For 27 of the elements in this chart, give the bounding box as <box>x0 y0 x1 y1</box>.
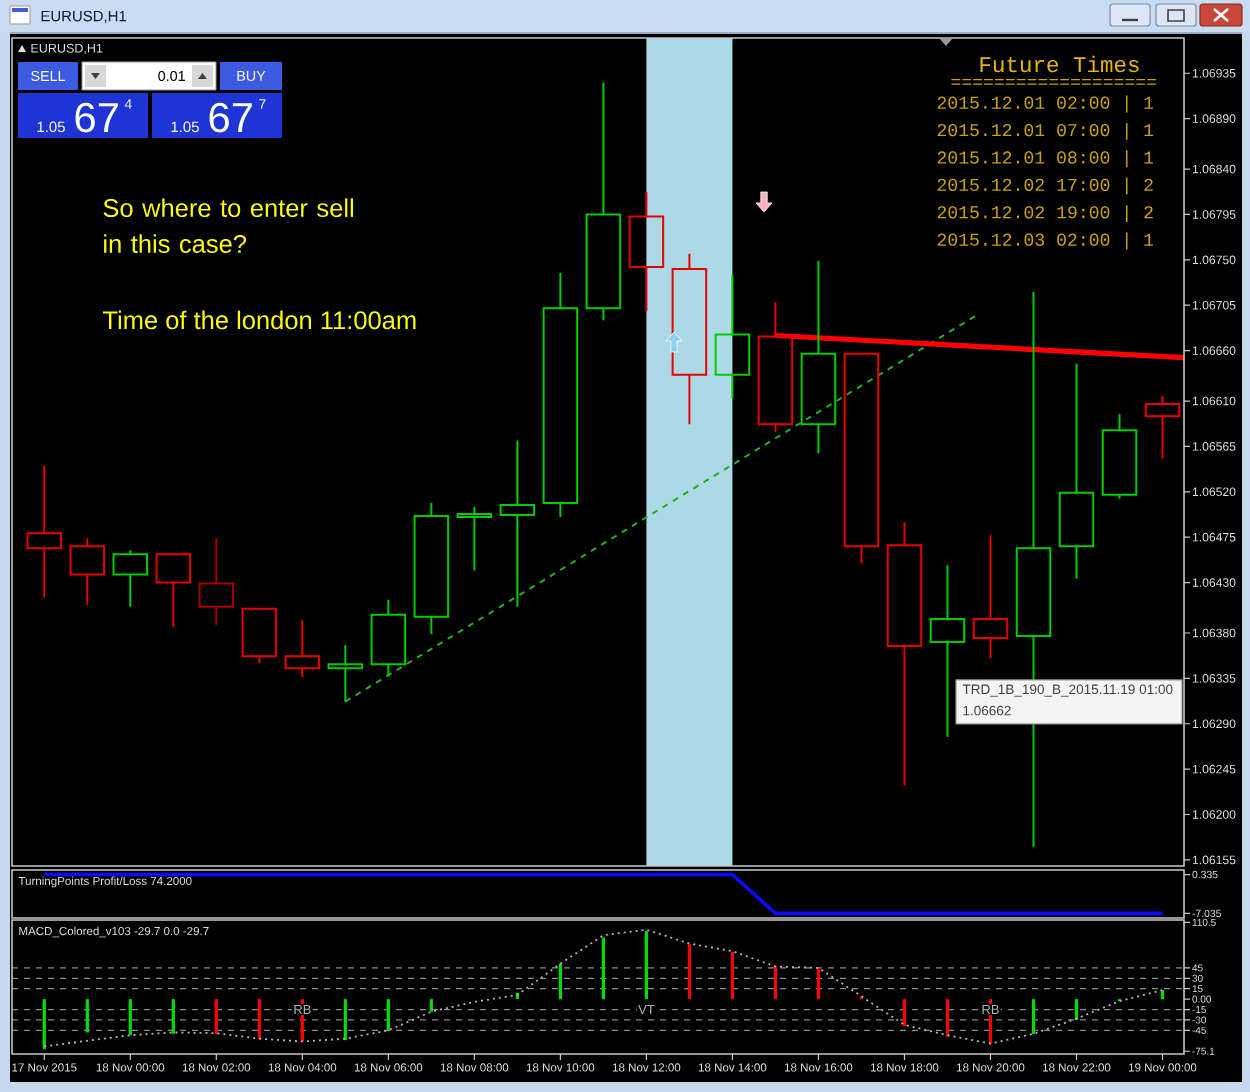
annotation: 67 <box>209 102 252 133</box>
annotation: Time of the london 11:00am <box>102 310 416 330</box>
candlestick <box>1058 362 1095 580</box>
candlestick <box>972 534 1009 660</box>
candlestick <box>886 521 923 787</box>
candlestick <box>198 537 235 626</box>
candlestick <box>929 564 966 738</box>
annotation: So where to enter sell in this case? <box>103 198 354 253</box>
annotation: =================== <box>951 78 1157 85</box>
annotation: Future Times <box>980 55 1139 73</box>
annotation: 2015.12.01 02:00 | 1 <box>937 95 1154 113</box>
candlestick <box>628 191 665 313</box>
candlestick <box>327 644 364 703</box>
annotation: 67 <box>75 102 118 133</box>
candlestick <box>800 259 837 455</box>
annotation: 2015.12.02 17:00 | 2 <box>937 177 1153 195</box>
annotation: 2015.12.02 19:00 | 2 <box>937 205 1153 223</box>
candlestick <box>714 273 751 400</box>
annotation: 2015.12.03 02:00 | 1 <box>937 232 1154 250</box>
candlestick <box>585 81 622 322</box>
candlestick <box>26 464 63 599</box>
annotation: 2015.12.01 08:00 | 1 <box>937 150 1154 168</box>
candlestick <box>499 439 536 608</box>
candlestick <box>413 501 450 635</box>
candlestick <box>542 271 579 519</box>
candlestick <box>370 598 407 678</box>
annotation: 2015.12.01 07:00 | 1 <box>937 122 1154 140</box>
